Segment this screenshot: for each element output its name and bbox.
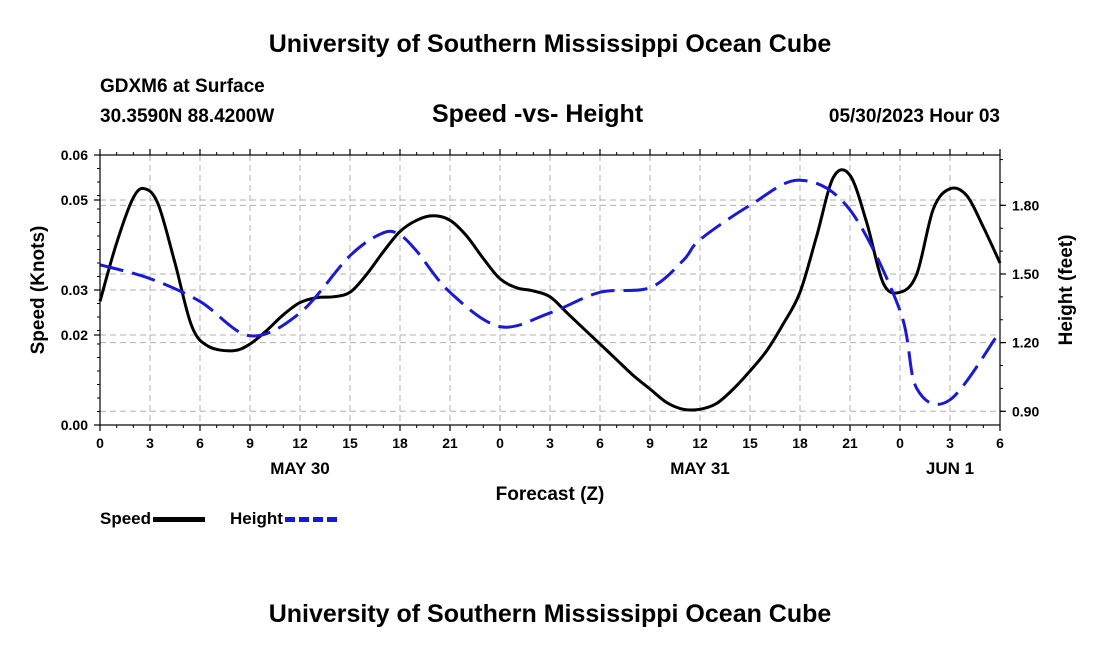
y-tick-label: 0.02 [61, 327, 88, 343]
date-label: MAY 30 [270, 459, 330, 478]
page-title: University of Southern Mississippi Ocean… [268, 30, 832, 58]
legend-speed-label: Speed [100, 509, 152, 528]
x-tick-label: 6 [196, 435, 204, 451]
legend-height-label: Height [230, 509, 283, 528]
y-axis-title: Speed (Knots) [28, 226, 49, 355]
legend-speed: Speed [100, 509, 206, 529]
x-tick-label: 3 [946, 435, 954, 451]
x-tick-label: 6 [996, 435, 1004, 451]
x-tick-label: 0 [896, 435, 904, 451]
station-label: GDXM6 at Surface [100, 76, 265, 97]
date-label: MAY 31 [670, 459, 730, 478]
x-tick-label: 15 [742, 435, 758, 451]
legend-speed-swatch [153, 516, 206, 522]
y-tick-label: 0.03 [61, 282, 88, 298]
forecast-datetime: 05/30/2023 Hour 03 [828, 106, 1000, 127]
grid [100, 155, 1000, 425]
x-tick-label: 21 [442, 435, 458, 451]
y2-tick-label: 0.90 [1012, 403, 1039, 419]
x-tick-label: 0 [496, 435, 504, 451]
x-axis-title: Forecast (Z) [496, 484, 605, 505]
date-label: JUN 1 [926, 459, 974, 478]
x-tick-label: 12 [692, 435, 708, 451]
page-footer-title: University of Southern Mississippi Ocean… [268, 600, 832, 628]
y2-tick-label: 1.50 [1012, 266, 1039, 282]
y2-axis-title: Height (feet) [1056, 235, 1077, 346]
x-tick-label: 3 [146, 435, 154, 451]
x-tick-label: 6 [596, 435, 604, 451]
x-tick-label: 9 [246, 435, 254, 451]
y-tick-label: 0.00 [61, 417, 88, 433]
chart-title: Speed -vs- Height [432, 100, 644, 128]
height-series-line [99, 178, 1002, 406]
x-tick-label: 0 [96, 435, 104, 451]
y2-tick-label: 1.80 [1012, 197, 1039, 213]
x-tick-label: 15 [342, 435, 358, 451]
x-tick-label: 18 [792, 435, 808, 451]
x-tick-label: 21 [842, 435, 858, 451]
coordinates-label: 30.3590N 88.4200W [100, 106, 275, 127]
series-layer [98, 168, 1002, 412]
x-tick-label: 3 [546, 435, 554, 451]
y-tick-label: 0.05 [61, 192, 88, 208]
legend-height: Height [230, 509, 337, 529]
x-tick-label: 18 [392, 435, 408, 451]
x-tick-label: 12 [292, 435, 308, 451]
speed-series-line [98, 168, 1002, 412]
y-tick-label: 0.06 [61, 147, 88, 163]
axes: 0 3 6 9 12 15 18 21 0 3 6 9 12 15 18 21 0 3 6 0.00 0.02 0.03 0… [28, 147, 1077, 505]
legend-height-swatch [284, 516, 337, 522]
x-tick-label: 9 [646, 435, 654, 451]
y2-tick-label: 1.20 [1012, 335, 1039, 351]
